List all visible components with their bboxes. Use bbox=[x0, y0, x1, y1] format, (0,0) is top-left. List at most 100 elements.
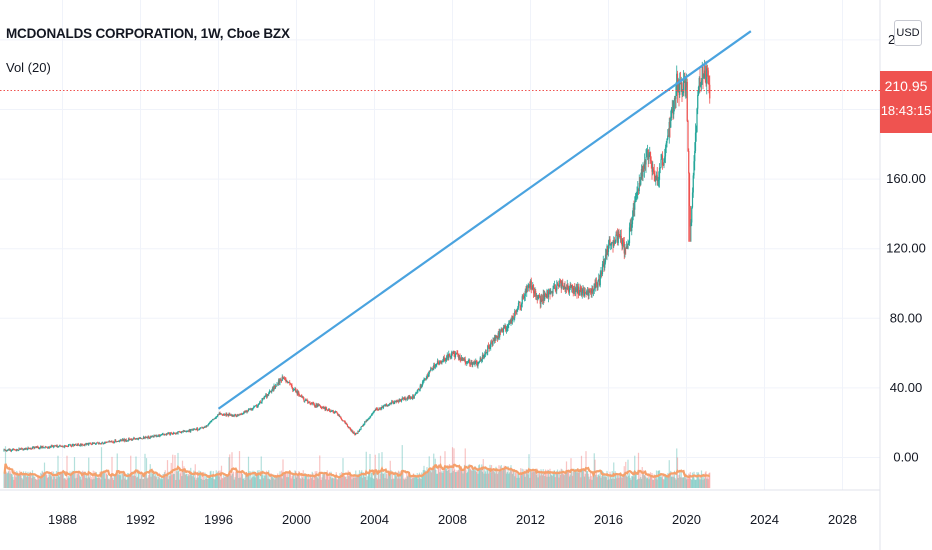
volume-bar bbox=[124, 478, 126, 488]
volume-bar bbox=[373, 470, 376, 488]
volume-bar bbox=[222, 478, 224, 488]
candle-body bbox=[164, 434, 166, 436]
candle-body bbox=[341, 419, 343, 421]
candle-body bbox=[280, 379, 282, 381]
volume-bar bbox=[262, 470, 264, 488]
volume-bar bbox=[641, 467, 643, 488]
volume-bar bbox=[502, 468, 505, 488]
volume-bar bbox=[426, 467, 428, 488]
candle-body bbox=[340, 416, 342, 419]
candle-body bbox=[342, 420, 344, 422]
candle-body bbox=[268, 393, 270, 395]
volume-bar bbox=[490, 465, 493, 488]
candle-body bbox=[462, 358, 464, 360]
candle-body bbox=[476, 362, 478, 366]
candle-body bbox=[16, 449, 18, 451]
volume-bar bbox=[284, 471, 286, 488]
volume-bar bbox=[16, 472, 19, 488]
volume-bar bbox=[480, 468, 482, 488]
candle-body bbox=[367, 419, 369, 421]
candle-body bbox=[267, 394, 269, 395]
candle-body bbox=[638, 182, 640, 191]
volume-bar bbox=[74, 478, 76, 488]
candle-body bbox=[387, 405, 389, 407]
candle-body bbox=[588, 290, 590, 296]
candle-body bbox=[311, 402, 313, 405]
volume-bar bbox=[193, 470, 195, 488]
candle-body bbox=[385, 404, 388, 406]
candle-body bbox=[9, 449, 11, 451]
volume-bar bbox=[32, 473, 34, 488]
volume-bar bbox=[239, 477, 241, 488]
volume-bar bbox=[485, 473, 487, 488]
bar-countdown: 18:43:15 bbox=[880, 103, 932, 118]
candle-body bbox=[129, 438, 131, 441]
candle-body bbox=[132, 438, 134, 440]
candle-body bbox=[17, 450, 19, 451]
candle-body bbox=[399, 399, 401, 401]
volume-bar bbox=[439, 455, 442, 488]
candle-body bbox=[295, 388, 297, 393]
candle-body bbox=[507, 324, 509, 328]
volume-bar bbox=[290, 478, 292, 488]
volume-bar bbox=[644, 475, 646, 488]
candle-body bbox=[401, 398, 403, 400]
candle-body bbox=[86, 443, 88, 445]
candle-body bbox=[199, 428, 201, 430]
candle-body bbox=[369, 416, 371, 419]
candle-body bbox=[488, 346, 490, 349]
currency-button[interactable]: USD bbox=[894, 20, 922, 46]
volume-bar bbox=[237, 471, 239, 488]
candle-body bbox=[262, 398, 265, 400]
candle-body bbox=[163, 433, 165, 435]
candle-body bbox=[283, 377, 285, 379]
candle-body bbox=[187, 430, 189, 432]
volume-bar bbox=[476, 467, 478, 488]
volume-bar bbox=[111, 456, 113, 488]
candle-body bbox=[41, 446, 43, 449]
candle-body bbox=[186, 431, 188, 432]
volume-bar bbox=[181, 460, 184, 488]
candle-body bbox=[293, 389, 295, 391]
candle-body bbox=[54, 445, 56, 447]
volume-bar bbox=[136, 476, 139, 488]
volume-bar bbox=[356, 475, 358, 488]
volume-bar bbox=[532, 471, 534, 488]
candle-body bbox=[697, 87, 700, 96]
candle-body bbox=[499, 331, 502, 333]
volume-bar bbox=[502, 468, 504, 488]
volume-bar bbox=[332, 477, 334, 488]
candle-body bbox=[493, 340, 495, 342]
candle-body bbox=[661, 155, 664, 166]
volume-bar bbox=[67, 476, 70, 488]
chart-title: MCDONALDS CORPORATION, 1W, Cboe BZX bbox=[6, 26, 290, 41]
candle-body bbox=[69, 444, 71, 446]
candle-body bbox=[550, 292, 552, 295]
candle-body bbox=[671, 108, 673, 110]
candle-body bbox=[73, 444, 75, 446]
volume-bar bbox=[660, 473, 662, 488]
volume-bar bbox=[517, 473, 520, 488]
volume-bar bbox=[263, 475, 265, 488]
candle-body bbox=[285, 379, 287, 382]
volume-bar bbox=[377, 473, 379, 488]
volume-indicator-label[interactable]: Vol (20) bbox=[6, 60, 51, 75]
candle-body bbox=[631, 224, 633, 232]
volume-bar bbox=[682, 477, 685, 488]
volume-bar bbox=[158, 472, 160, 488]
candle-body bbox=[67, 446, 69, 448]
volume-bar bbox=[98, 477, 100, 488]
candle-body bbox=[673, 98, 676, 101]
candle-body bbox=[542, 294, 544, 302]
volume-bar bbox=[151, 470, 153, 488]
candle-body bbox=[677, 84, 679, 92]
candle-body bbox=[407, 396, 409, 399]
candle-body bbox=[118, 440, 121, 442]
volume-bar bbox=[254, 477, 256, 488]
volume-bar bbox=[182, 470, 184, 488]
volume-bar bbox=[61, 471, 64, 488]
volume-bar bbox=[580, 477, 582, 488]
candle-body bbox=[229, 414, 232, 416]
volume-bar bbox=[347, 470, 349, 488]
